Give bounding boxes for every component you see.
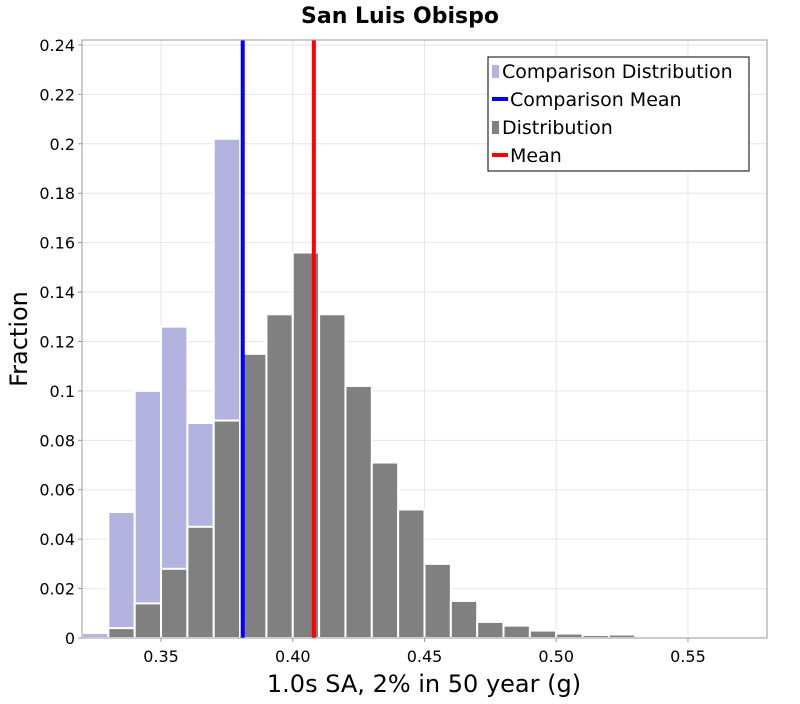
distribution-bar <box>609 635 635 638</box>
distribution-bar <box>135 603 161 638</box>
x-tick-label: 0.40 <box>275 647 311 666</box>
legend-label: Distribution <box>502 117 613 139</box>
legend-label: Comparison Distribution <box>502 61 733 83</box>
y-tick-label: 0.18 <box>39 184 75 203</box>
distribution-bar <box>451 601 477 638</box>
distribution-bar <box>187 527 213 638</box>
y-tick-label: 0.2 <box>50 135 75 154</box>
y-tick-label: 0.02 <box>39 580 75 599</box>
legend-swatch <box>492 121 499 134</box>
distribution-bar <box>425 564 451 638</box>
distribution-bar <box>214 421 240 638</box>
distribution-bar <box>372 463 398 638</box>
legend-swatch <box>492 97 508 101</box>
x-tick-label: 0.55 <box>670 647 706 666</box>
comparison-distribution-bar <box>82 633 108 638</box>
y-tick-label: 0.08 <box>39 431 75 450</box>
distribution-bar <box>556 634 582 638</box>
distribution-bar <box>319 314 345 638</box>
y-tick-label: 0.24 <box>39 36 75 55</box>
distribution-bar <box>504 626 530 638</box>
x-axis-label: 1.0s SA, 2% in 50 year (g) <box>267 670 581 698</box>
distribution-bar <box>266 314 292 638</box>
distribution-bar <box>108 628 134 638</box>
comparison-distribution-bar <box>135 391 161 638</box>
y-axis-ticks: 0 0.02 0.04 0.06 0.08 0.1 0.12 0.14 0.16 0.18 0.2 0… <box>39 36 82 648</box>
y-axis-label: Fraction <box>5 291 33 387</box>
distribution-bar <box>161 569 187 638</box>
y-tick-label: 0.04 <box>39 530 75 549</box>
y-tick-label: 0.16 <box>39 234 75 253</box>
chart-title: San Luis Obispo <box>301 4 499 29</box>
comparison-distribution-bar <box>108 512 134 638</box>
x-tick-label: 0.45 <box>407 647 443 666</box>
y-tick-label: 0.12 <box>39 332 75 351</box>
distribution-bar <box>530 631 556 638</box>
legend-label: Comparison Mean <box>510 89 682 111</box>
y-tick-label: 0.1 <box>50 382 75 401</box>
distribution-bar <box>398 510 424 638</box>
distribution-bar <box>477 622 503 638</box>
y-tick-label: 0.14 <box>39 283 75 302</box>
legend-label: Mean <box>510 145 562 167</box>
y-tick-label: 0.22 <box>39 85 75 104</box>
distribution-bar <box>345 386 371 638</box>
x-axis-ticks: 0.35 0.40 0.45 0.50 0.55 <box>143 638 706 666</box>
legend-swatch <box>492 65 499 78</box>
legend: Comparison Distribution Comparison Mean Di… <box>488 57 749 171</box>
y-tick-label: 0 <box>65 629 75 648</box>
x-tick-label: 0.50 <box>538 647 574 666</box>
y-tick-label: 0.06 <box>39 481 75 500</box>
legend-swatch <box>492 153 508 157</box>
x-tick-label: 0.35 <box>143 647 179 666</box>
